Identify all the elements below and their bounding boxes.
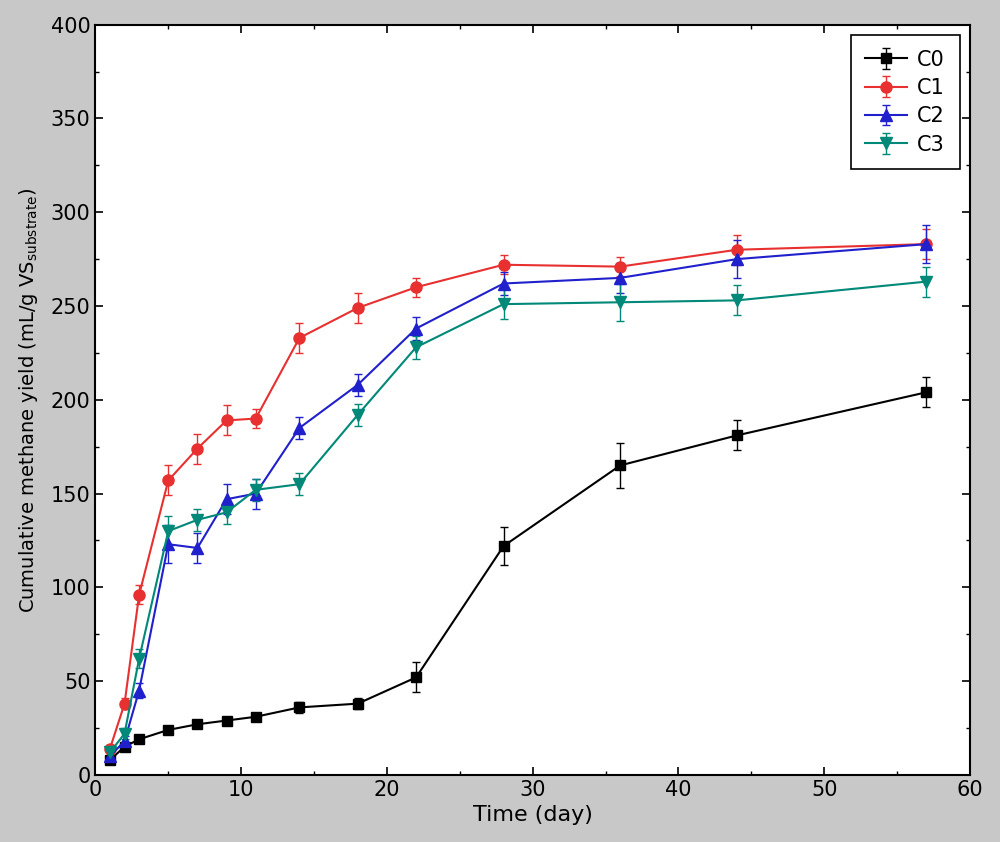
Y-axis label: Cumulative methane yield (mL/g VS$_\mathregular{substrate}$): Cumulative methane yield (mL/g VS$_\math… bbox=[17, 187, 40, 613]
X-axis label: Time (day): Time (day) bbox=[473, 805, 593, 825]
Legend: C0, C1, C2, C3: C0, C1, C2, C3 bbox=[851, 35, 960, 169]
